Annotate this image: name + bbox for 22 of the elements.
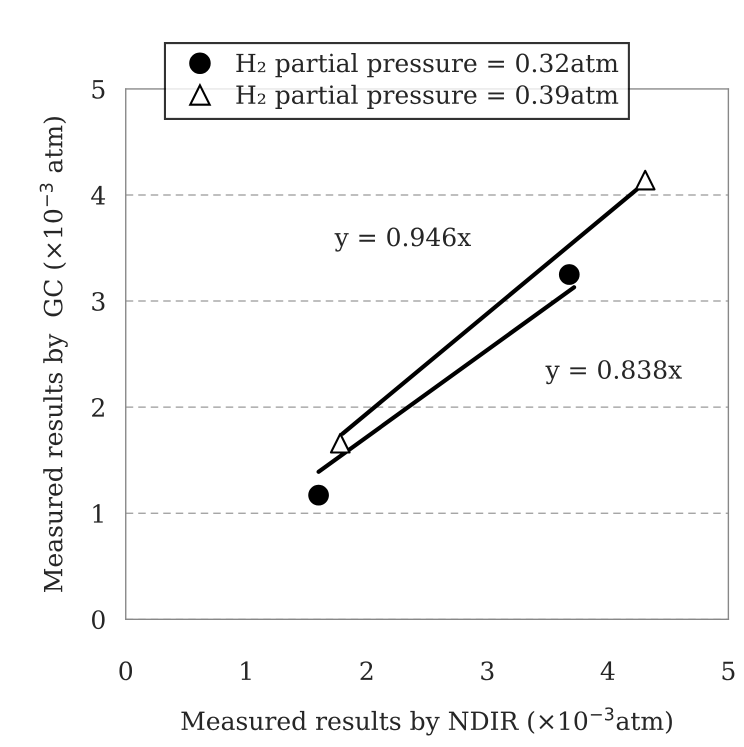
x-tick-label: 2 bbox=[360, 661, 372, 680]
point bbox=[330, 432, 351, 454]
x-tick-label: 5 bbox=[722, 662, 734, 680]
legend-label: H₂ partial pressure = 0.39atm bbox=[236, 84, 618, 109]
x-axis-title: Measured results by NDIR (×10$^{−3}$atm) bbox=[181, 707, 672, 736]
point bbox=[558, 264, 580, 285]
x-tick-label: 3 bbox=[481, 661, 494, 680]
x-tick-label: 1 bbox=[241, 661, 251, 680]
annotation: y = 0.946x bbox=[334, 228, 471, 252]
y-axis-title: Measured results by GC (×10$^{−3}$ atm) bbox=[40, 117, 68, 592]
legend-label: H₂ partial pressure = 0.32atm bbox=[236, 53, 618, 78]
annotation: y = 0.838x bbox=[545, 360, 682, 384]
x-tick-label: 4 bbox=[600, 661, 615, 680]
y-tick-label: 1 bbox=[93, 504, 103, 523]
x-tick-label: 0 bbox=[119, 661, 132, 680]
y-tick-label: 3 bbox=[92, 292, 104, 311]
point bbox=[308, 484, 329, 506]
point bbox=[634, 170, 656, 190]
y-tick-label: 5 bbox=[92, 80, 104, 99]
y-tick-label: 4 bbox=[91, 186, 106, 204]
y-tick-label: 2 bbox=[92, 398, 104, 417]
y-tick-label: 0 bbox=[92, 610, 105, 630]
